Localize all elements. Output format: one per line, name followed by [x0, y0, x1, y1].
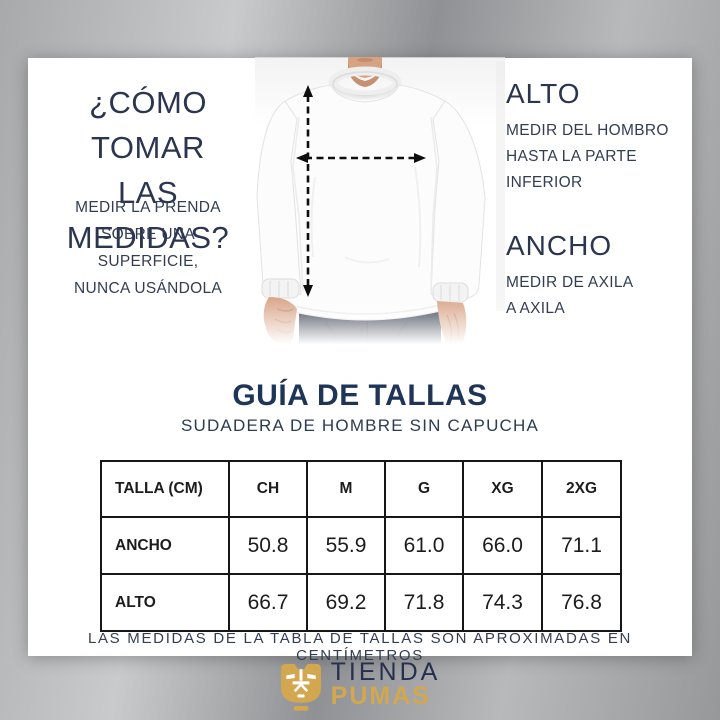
alto-measure-arrow	[303, 85, 313, 297]
size-table-header: TALLA (CM)	[100, 460, 230, 518]
note-line: SUPERFICIE,	[97, 253, 199, 270]
size-cell: 66.7	[228, 573, 308, 632]
note-line: SOBRE UNA	[101, 226, 195, 243]
size-table-row-ancho: ANCHO 50.8 55.9 61.0 66.0 71.1	[100, 516, 622, 575]
size-guide-card: ¿CÓMO TOMAR LAS MEDIDAS? MEDIR LA PRENDA…	[28, 57, 692, 664]
brand-name-pumas: PUMAS	[330, 682, 431, 710]
note-line: MEDIR LA PRENDA	[75, 199, 221, 216]
size-table-header: M	[306, 460, 386, 518]
ancho-desc-line: MEDIR DE AXILA	[506, 274, 634, 291]
model-photo	[255, 57, 505, 353]
size-guide-title: GUÍA DE TALLAS	[232, 379, 488, 412]
size-cell: 71.1	[541, 516, 622, 575]
size-cell: 71.8	[384, 573, 464, 632]
size-cell: 61.0	[384, 516, 464, 575]
alto-desc-line: INFERIOR	[506, 174, 583, 191]
brand-logo: TIENDA PUMAS	[0, 660, 720, 716]
ancho-measure-arrow	[296, 153, 426, 163]
brand-name-tienda: TIENDA	[330, 658, 441, 686]
size-cell: 69.2	[306, 573, 386, 632]
how-to-measure-title-line1: ¿CÓMO TOMAR	[89, 85, 207, 165]
size-table: TALLA (CM) CH M G XG 2XG ANCHO 50.8 55.9…	[100, 460, 622, 632]
alto-description: MEDIR DEL HOMBRO HASTA LA PARTE INFERIOR	[506, 118, 676, 196]
size-cell: 55.9	[306, 516, 386, 575]
row-label: ALTO	[100, 573, 230, 632]
how-to-measure-note: MEDIR LA PRENDA SOBRE UNA SUPERFICIE, NU…	[44, 194, 252, 302]
ancho-desc-line: A AXILA	[506, 300, 565, 317]
how-to-measure-title: ¿CÓMO TOMAR LAS MEDIDAS?	[34, 80, 262, 260]
alto-desc-line: MEDIR DEL HOMBRO	[506, 122, 669, 139]
alto-desc-line: HASTA LA PARTE	[506, 148, 637, 165]
alto-label: ALTO	[506, 78, 581, 109]
row-label: ANCHO	[100, 516, 230, 575]
disclaimer-text: LAS MEDIDAS DE LA TABLA DE TALLAS SON AP…	[87, 630, 633, 664]
size-table-header: G	[384, 460, 464, 518]
size-guide-subtitle: SUDADERA DE HOMBRE SIN CAPUCHA	[180, 416, 540, 435]
ancho-label: ANCHO	[506, 230, 613, 261]
brand-name: TIENDA PUMAS	[330, 658, 441, 710]
puma-head-icon	[280, 663, 321, 711]
collar-stitch	[333, 87, 397, 98]
size-table-row-alto: ALTO 66.7 69.2 71.8 74.3 76.8	[100, 573, 622, 632]
size-cell: 66.0	[462, 516, 543, 575]
collar-seam	[332, 71, 398, 97]
photo-fade	[255, 295, 505, 353]
size-cell: 50.8	[228, 516, 308, 575]
size-table-header: XG	[462, 460, 543, 518]
size-table-header: 2XG	[541, 460, 622, 518]
photo-edge-shade	[496, 61, 505, 311]
sweatshirt	[256, 84, 486, 321]
ancho-description: MEDIR DE AXILA A AXILA	[506, 270, 676, 322]
size-table-header: CH	[228, 460, 308, 518]
note-line: NUNCA USÁNDOLA	[73, 280, 223, 297]
size-table-header-row: TALLA (CM) CH M G XG 2XG	[100, 460, 622, 518]
size-cell: 74.3	[462, 573, 543, 632]
how-to-measure-title-line2: LAS MEDIDAS?	[66, 175, 230, 255]
size-cell: 76.8	[541, 573, 622, 632]
